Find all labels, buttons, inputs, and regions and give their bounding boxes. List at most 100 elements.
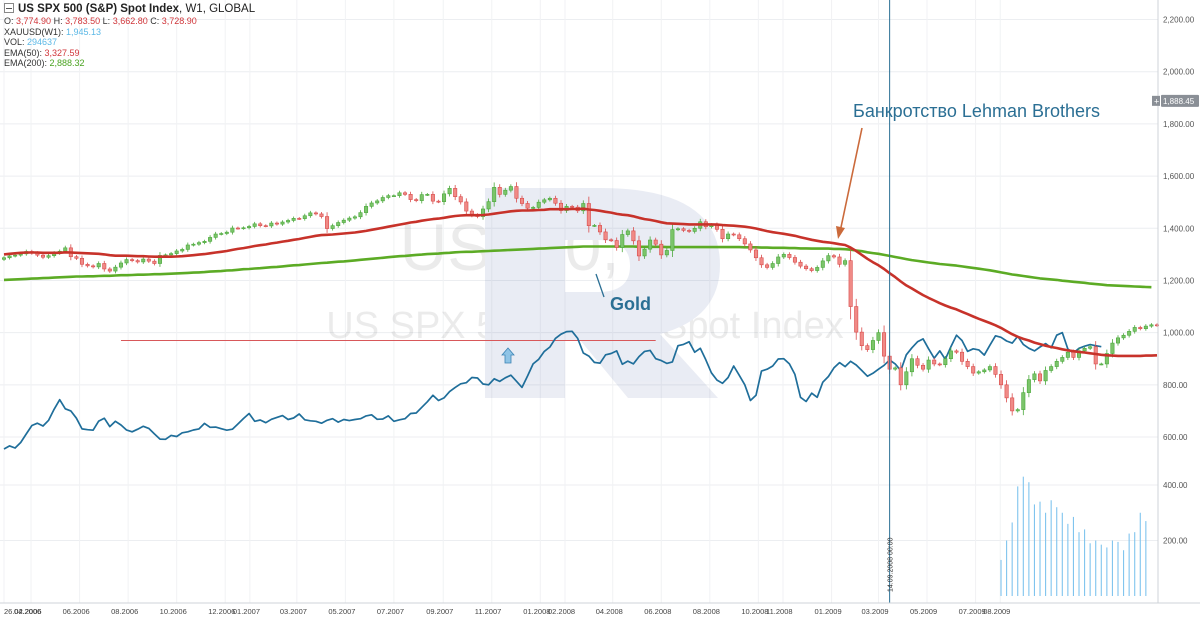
candle — [982, 368, 987, 374]
candle — [202, 239, 207, 245]
candle — [954, 349, 959, 354]
candle — [664, 248, 669, 258]
candle — [408, 191, 413, 203]
x-tick-label: 08.2008 — [693, 607, 720, 616]
x-tick-label: 07.2009 — [959, 607, 986, 616]
candle — [737, 232, 742, 241]
candle — [898, 362, 903, 391]
candle — [1015, 407, 1020, 413]
candle — [152, 259, 157, 266]
candle — [820, 257, 825, 271]
candle — [759, 254, 764, 268]
candle — [113, 264, 118, 274]
candle — [1127, 329, 1132, 338]
candle — [481, 205, 486, 220]
candle — [876, 329, 881, 344]
candle — [419, 191, 424, 204]
candle — [1021, 387, 1026, 416]
candle — [185, 242, 190, 252]
candle — [486, 198, 491, 213]
candle — [102, 260, 107, 272]
x-tick-label: 03.2009 — [861, 607, 888, 616]
candle — [91, 264, 96, 269]
candle — [781, 252, 786, 259]
candle — [492, 182, 497, 207]
candle — [386, 193, 391, 200]
candle — [107, 267, 112, 273]
candle — [1121, 333, 1126, 340]
candle — [993, 363, 998, 378]
candle — [553, 195, 558, 206]
candle — [753, 246, 758, 262]
candle — [870, 336, 875, 354]
candle — [269, 221, 274, 228]
candle — [882, 325, 887, 364]
candle — [915, 355, 920, 369]
candle — [976, 370, 981, 375]
candle — [85, 262, 90, 268]
watermark: US500, W US SPX 500 (S&P) Spot Index — [326, 188, 844, 398]
candle — [141, 257, 146, 264]
ema50-series — [3, 207, 1158, 358]
y-tick-label: 400.00 — [1163, 481, 1188, 490]
x-tick-label: 06.2006 — [63, 607, 90, 616]
candle — [670, 223, 675, 257]
candle — [1032, 371, 1037, 383]
candle — [809, 266, 814, 273]
ohlc-low: 3,662.80 — [112, 16, 148, 26]
candle — [330, 223, 335, 231]
lehman-arrow — [836, 127, 863, 239]
legend-header: US SPX 500 (S&P) Spot Index, W1, GLOBAL — [4, 2, 255, 16]
y-axis: 600.00 800.00 1,000.00 1,200.00 1,400.00 1,60… — [1152, 0, 1199, 603]
candles — [1, 182, 1159, 416]
ema50-line — [3, 207, 1158, 358]
y-tick-label: 1,600.00 — [1163, 172, 1195, 181]
candle — [130, 258, 135, 263]
candle — [341, 218, 346, 225]
candle — [180, 247, 185, 253]
x-tick-label: 05.2009 — [910, 607, 937, 616]
legend-gold: XAUUSD(W1): 1,945.13 — [4, 26, 102, 37]
candle — [96, 261, 101, 270]
candle — [224, 230, 229, 236]
plus-icon — [1152, 95, 1160, 106]
candle — [1143, 324, 1148, 331]
candle — [1132, 325, 1137, 334]
ohlc-row: O: 3,774.90 H: 3,783.50 L: 3,662.80 C: 3… — [4, 16, 197, 26]
up-arrow-icon — [501, 347, 515, 364]
legend-volume: VOL: 294637 — [4, 37, 58, 47]
candle — [798, 259, 803, 269]
legend-ema50: EMA(50): 3,327.59 — [4, 47, 80, 58]
y-tick-label: 200.00 — [1163, 537, 1188, 546]
candle — [135, 259, 140, 264]
x-tick-label: 01.2008 — [523, 607, 550, 616]
candle — [146, 257, 151, 263]
x-tick-label: 04.2008 — [596, 607, 623, 616]
x-tick-label: 03.2007 — [280, 607, 307, 616]
annotations: 14.09.2008 00:00 Банкротство Lehman Broth… — [501, 0, 1100, 603]
candle — [999, 370, 1004, 389]
y-tick-label: 1,200.00 — [1163, 276, 1195, 285]
candle — [547, 196, 552, 202]
candle — [597, 222, 602, 235]
x-tick-label: 08.2006 — [111, 607, 138, 616]
candle — [1043, 366, 1048, 385]
candle — [391, 194, 396, 197]
candle — [1004, 380, 1009, 403]
collapse-icon[interactable] — [4, 3, 14, 13]
candle — [859, 327, 864, 351]
candle — [1116, 335, 1121, 346]
candle — [909, 354, 914, 377]
candle — [742, 236, 747, 247]
candle — [926, 356, 931, 373]
x-tick-label: 06.2008 — [644, 607, 671, 616]
candle — [748, 241, 753, 253]
candle — [971, 363, 976, 377]
candle — [815, 265, 820, 273]
candle — [642, 246, 647, 259]
y-tick-label: 1,800.00 — [1163, 120, 1195, 129]
candle — [74, 255, 79, 260]
candle — [297, 216, 302, 220]
candle — [865, 343, 870, 352]
